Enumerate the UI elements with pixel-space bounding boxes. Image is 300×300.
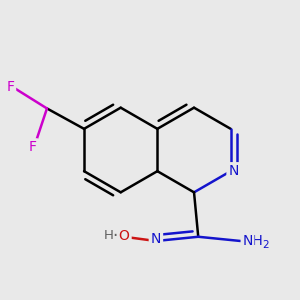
- Text: 2: 2: [262, 240, 268, 250]
- Text: NH: NH: [242, 234, 263, 248]
- Text: N: N: [151, 232, 161, 246]
- Text: N: N: [228, 164, 239, 178]
- Text: ·: ·: [112, 227, 118, 245]
- Text: H: H: [104, 229, 114, 242]
- Text: N: N: [242, 234, 253, 248]
- Text: F: F: [6, 80, 14, 94]
- Text: F: F: [29, 140, 37, 154]
- Text: O: O: [119, 229, 130, 243]
